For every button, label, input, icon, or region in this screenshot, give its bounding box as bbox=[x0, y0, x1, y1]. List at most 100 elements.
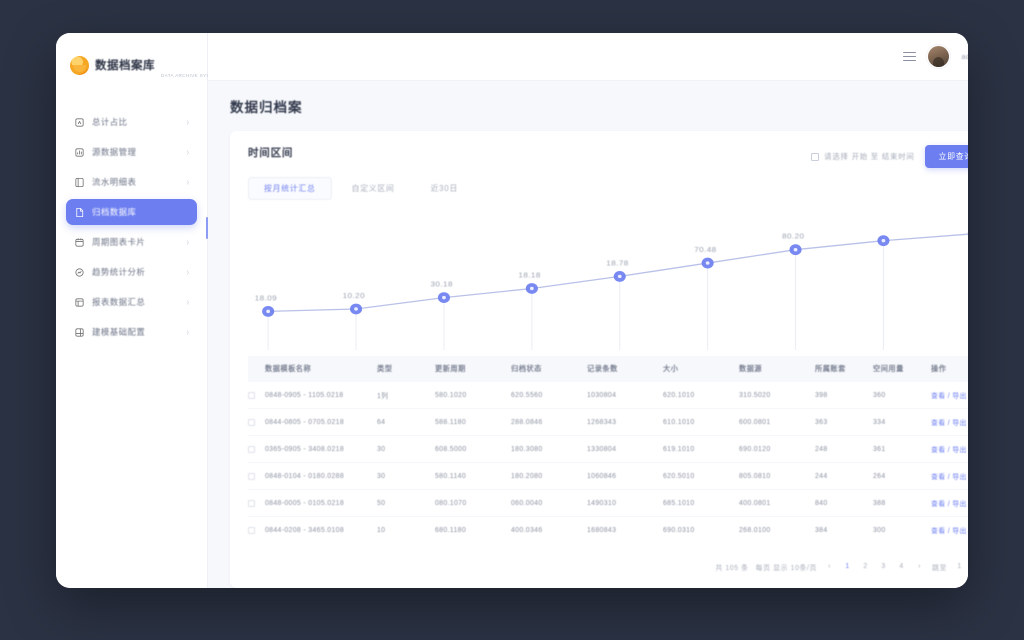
svg-text:18.09: 18.09 bbox=[255, 294, 277, 302]
row-actions[interactable]: 查看 / 导出 bbox=[931, 408, 968, 436]
sidebar-item-6[interactable]: 报表数据汇总 › bbox=[66, 289, 197, 315]
cell-account: 840 bbox=[815, 489, 873, 517]
row-checkbox[interactable] bbox=[248, 382, 265, 409]
row-actions[interactable]: 查看 / 导出 bbox=[931, 382, 968, 409]
sidebar-nav: 总计占比 › 源数据管理 › 流水明细表 › 归档数据库周期图表卡片 › 趋势统计分析 › 报表数据… bbox=[56, 109, 207, 345]
cell-records: 1330804 bbox=[587, 435, 663, 463]
chevron-right-icon: › bbox=[186, 176, 189, 188]
card-head: 时间区间 请选择 开始 至 结束时间 立即查询 bbox=[230, 131, 968, 168]
row-checkbox[interactable] bbox=[248, 408, 265, 436]
table-row[interactable]: 0844-0805 - 0705.0218 64 588.1180 288.0846 1… bbox=[248, 408, 968, 436]
action-link[interactable]: 查看 / 导出 bbox=[931, 528, 967, 535]
pagination-size[interactable]: 每页 显示 10条/页 bbox=[755, 564, 818, 572]
cell-status: 180.3080 bbox=[511, 435, 587, 463]
sidebar-item-label: 报表数据汇总 bbox=[92, 297, 146, 307]
sidebar-item-7[interactable]: 建模基础配置 › bbox=[66, 319, 197, 345]
user-avatar[interactable] bbox=[928, 46, 950, 67]
column-header-1: 类型 bbox=[377, 364, 393, 373]
chevron-right-icon: › bbox=[186, 236, 189, 248]
chart-bar-icon bbox=[74, 147, 85, 158]
chevron-right-icon: › bbox=[186, 146, 189, 158]
date-range-picker[interactable]: 请选择 开始 至 结束时间 bbox=[811, 151, 914, 162]
chevron-right-icon: › bbox=[186, 116, 189, 128]
table-row[interactable]: 0848-0905 - 1105.0218 1列 580.1020 620.5560 1… bbox=[248, 382, 968, 409]
app-window: 数据档案库 DATA ARCHIVE SYS 总计占比 › 源数据管理 › 流水明细表 ›… bbox=[56, 33, 968, 588]
cell-name: 0365-0905 - 3408.0218 bbox=[265, 435, 377, 463]
table-row[interactable]: 0844-0208 - 3465.0108 10 680.1180 400.0346 1… bbox=[248, 517, 968, 544]
cell-name: 0844-0208 - 3465.0108 bbox=[265, 526, 344, 534]
action-link[interactable]: 查看 / 导出 bbox=[931, 474, 967, 481]
cell-account: 248 bbox=[815, 435, 873, 463]
line-chart[interactable]: 18.09 10.20 30.18 18.18 18.78 70.48 80.20 bbox=[248, 204, 968, 354]
sidebar-item-0[interactable]: 总计占比 › bbox=[66, 109, 197, 135]
tab-2[interactable]: 近30日 bbox=[430, 184, 459, 193]
card-head-actions: 请选择 开始 至 结束时间 立即查询 bbox=[811, 145, 968, 168]
cell-records: 1680843 bbox=[587, 526, 617, 534]
action-link[interactable]: 查看 / 导出 bbox=[931, 501, 967, 508]
page-head: 数据归档案 bbox=[208, 81, 968, 131]
column-header-3: 归档状态 bbox=[511, 364, 542, 373]
table-body: 0848-0905 - 1105.0218 1列 580.1020 620.5560 1… bbox=[248, 382, 968, 543]
cell-usage: 361 bbox=[873, 435, 931, 463]
row-actions[interactable]: 查看 / 导出 bbox=[931, 462, 968, 490]
cell-name: 0848-0905 - 1105.0218 bbox=[265, 382, 377, 409]
hamburger-menu-icon[interactable] bbox=[903, 51, 917, 62]
sidebar-item-2[interactable]: 流水明细表 › bbox=[66, 169, 197, 195]
pagination-jump-label: 跳至 bbox=[932, 564, 947, 572]
cell-account: 363 bbox=[815, 408, 873, 436]
row-checkbox[interactable] bbox=[248, 462, 265, 490]
cell-usage: 300 bbox=[873, 526, 886, 534]
svg-text:30.18: 30.18 bbox=[431, 280, 453, 288]
cell-source: 805.0810 bbox=[739, 462, 815, 490]
table-row[interactable]: 0365-0905 - 3408.0218 30 608.5000 180.3080 1… bbox=[248, 435, 968, 463]
column-header-0: 数据模板名称 bbox=[265, 364, 312, 373]
pagination-next[interactable]: › bbox=[918, 563, 921, 570]
checkbox-icon bbox=[248, 499, 255, 507]
sidebar-item-1[interactable]: 源数据管理 › bbox=[66, 139, 197, 165]
row-actions[interactable]: 查看 / 导出 bbox=[931, 435, 968, 463]
pagination-prev[interactable]: ‹ bbox=[828, 563, 831, 570]
svg-text:10.20: 10.20 bbox=[343, 291, 365, 299]
table-container: 数据模板名称 类型 更新周期 归档状态 记录条数 大小 数据源 所属账套 空间用量 操作 0848… bbox=[230, 350, 968, 549]
row-actions[interactable]: 查看 / 导出 bbox=[931, 489, 968, 517]
table-header-row: 数据模板名称 类型 更新周期 归档状态 记录条数 大小 数据源 所属账套 空间用量 操作 bbox=[248, 356, 968, 382]
card-title: 时间区间 bbox=[248, 147, 294, 159]
table-row[interactable]: 0848-0005 - 0105.0218 50 080.1070 060.0040 1… bbox=[248, 489, 968, 517]
brand[interactable]: 数据档案库 DATA ARCHIVE SYS bbox=[56, 33, 209, 81]
cell-size: 690.0310 bbox=[663, 526, 695, 534]
row-checkbox[interactable] bbox=[248, 517, 265, 544]
cell-status: 180.2080 bbox=[511, 462, 587, 490]
sidebar-item-5[interactable]: 趋势统计分析 › bbox=[66, 259, 197, 285]
pagination-page-4[interactable]: 4 bbox=[899, 563, 904, 570]
pagination-page-3[interactable]: 3 bbox=[881, 563, 886, 570]
sidebar-item-4[interactable]: 周期图表卡片 › bbox=[66, 229, 197, 255]
chart-tabs: 按月统计汇总 自定义区间 近30日 bbox=[230, 168, 968, 200]
table-row[interactable]: 0848-0104 - 0180.0288 30 580.1140 180.2080 1… bbox=[248, 462, 968, 490]
column-header-9: 操作 bbox=[931, 364, 947, 373]
tab-0[interactable]: 按月统计汇总 bbox=[248, 177, 332, 200]
sidebar-active-marker bbox=[206, 217, 208, 239]
cell-size: 685.1010 bbox=[663, 489, 739, 517]
trend-icon bbox=[74, 267, 85, 278]
page-title: 数据归档案 bbox=[230, 100, 303, 115]
cell-records: 1030804 bbox=[587, 382, 663, 409]
row-actions[interactable]: 查看 / 导出 bbox=[931, 517, 968, 544]
query-button[interactable]: 立即查询 bbox=[924, 145, 968, 168]
action-link[interactable]: 查看 / 导出 bbox=[931, 393, 967, 400]
calendar-range-icon bbox=[811, 152, 820, 161]
pagination-page-2[interactable]: 2 bbox=[863, 563, 868, 570]
pagination-jump-value[interactable]: 1 bbox=[957, 563, 962, 570]
sidebar-item-label: 流水明细表 bbox=[92, 177, 137, 187]
pagination-page-1[interactable]: 1 bbox=[845, 563, 850, 570]
cell-cycle: 080.1070 bbox=[435, 489, 511, 517]
row-checkbox[interactable] bbox=[248, 489, 265, 517]
cell-usage: 264 bbox=[873, 462, 931, 490]
row-checkbox[interactable] bbox=[248, 435, 265, 463]
action-link[interactable]: 查看 / 导出 bbox=[931, 420, 967, 427]
cell-size: 620.5010 bbox=[663, 462, 739, 490]
sidebar-item-3[interactable]: 归档数据库 bbox=[66, 199, 197, 225]
tab-1[interactable]: 自定义区间 bbox=[351, 184, 395, 193]
cell-records: 1490310 bbox=[587, 489, 663, 517]
action-link[interactable]: 查看 / 导出 bbox=[931, 447, 967, 454]
